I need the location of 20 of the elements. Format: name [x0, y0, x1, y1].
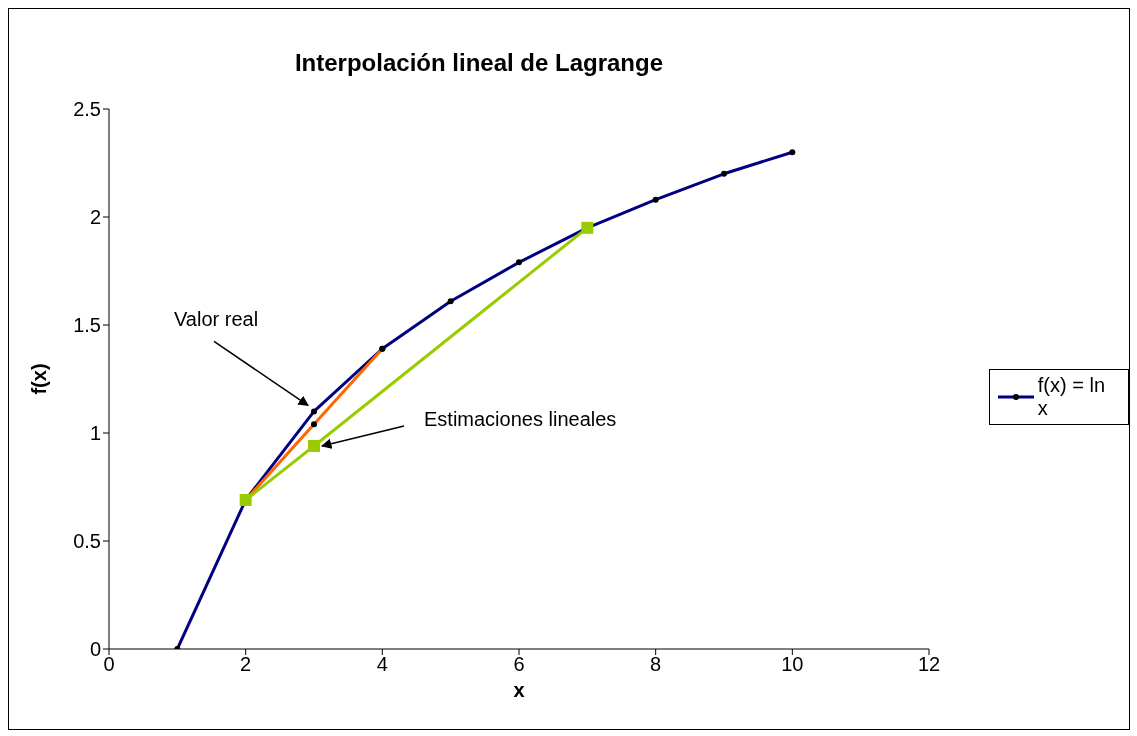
x-tick-label: 12 [917, 653, 941, 676]
x-tick-label: 4 [376, 653, 388, 676]
annotation: Estimaciones lineales [424, 407, 617, 430]
legend-label: f(x) = ln x [1037, 374, 1106, 420]
y-tick-label: 0.5 [73, 530, 101, 553]
x-axis-title: x [513, 679, 525, 701]
y-tick-label: 2.5 [73, 98, 101, 121]
y-tick-label: 0 [89, 638, 101, 661]
point [308, 439, 320, 452]
chart-title: Interpolación lineal de Lagrange [293, 49, 665, 77]
x-tick-label: 8 [650, 653, 662, 676]
y-tick-label: 2 [89, 206, 101, 229]
x-tick-label: 2 [240, 653, 252, 676]
y-axis-title: f(x) [28, 363, 51, 395]
annotation: Valor real [174, 308, 259, 331]
x-tick-label: 0 [103, 653, 115, 676]
y-tick-label: 1.5 [73, 314, 101, 337]
x-tick-label: 6 [513, 653, 525, 676]
x-tick-label: 10 [781, 653, 804, 676]
y-tick-label: 1 [89, 422, 101, 445]
